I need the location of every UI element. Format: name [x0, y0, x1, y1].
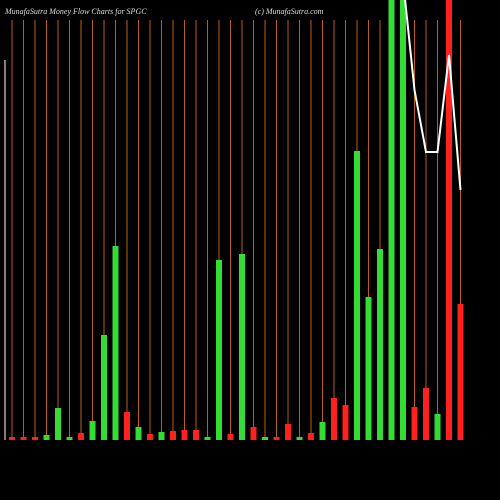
bar: [78, 433, 84, 440]
bar: [43, 435, 50, 440]
bar: [216, 260, 222, 440]
bar: [296, 437, 303, 440]
bar: [377, 249, 383, 440]
bar: [147, 434, 153, 440]
bar: [135, 427, 142, 440]
line: [404, 0, 462, 191]
bar: [457, 304, 464, 440]
bar: [20, 437, 27, 440]
bar: [204, 437, 211, 440]
bar: [308, 433, 314, 440]
bar: [331, 398, 337, 440]
bar: [354, 151, 360, 440]
bar: [446, 0, 452, 440]
bar: [227, 434, 234, 440]
bar: [9, 437, 15, 440]
bar: [170, 431, 176, 440]
bar: [112, 246, 119, 440]
bar: [55, 408, 61, 440]
bar: [32, 437, 38, 440]
bar: [388, 0, 395, 440]
bar: [423, 388, 429, 440]
bar: [89, 421, 96, 440]
bar: [342, 405, 349, 440]
bar: [273, 437, 280, 440]
chart-title: MunafaSutra Money Flow Charts for SPGC: [4, 7, 147, 16]
bar: [285, 424, 291, 440]
bar: [158, 432, 165, 440]
bar: [400, 0, 406, 440]
chart-subtitle: (c) MunafaSutra.com: [255, 7, 324, 16]
bar: [365, 297, 372, 440]
bar: [411, 407, 418, 440]
bar: [124, 412, 130, 440]
bar: [181, 430, 188, 440]
bar: [262, 437, 268, 440]
bar: [66, 437, 73, 440]
bar: [239, 254, 245, 440]
bar: [193, 430, 199, 440]
bar: [319, 422, 326, 440]
bar: [434, 414, 441, 440]
bar: [101, 335, 107, 440]
bar: [250, 427, 257, 440]
